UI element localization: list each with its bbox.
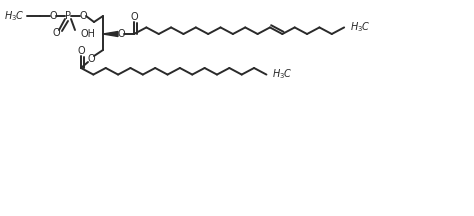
Text: $H_3C$: $H_3C$	[273, 68, 293, 81]
Text: O: O	[79, 11, 87, 21]
Text: O: O	[77, 46, 85, 56]
Text: O: O	[52, 28, 60, 38]
Text: OH: OH	[81, 29, 96, 39]
Text: O: O	[49, 11, 57, 21]
Text: O: O	[87, 54, 95, 64]
Text: P: P	[65, 11, 71, 21]
Text: $H_3C$: $H_3C$	[350, 21, 371, 34]
Text: O: O	[117, 29, 125, 39]
Polygon shape	[103, 32, 118, 37]
Text: O: O	[130, 12, 138, 22]
Text: $H_3C$: $H_3C$	[4, 9, 24, 23]
